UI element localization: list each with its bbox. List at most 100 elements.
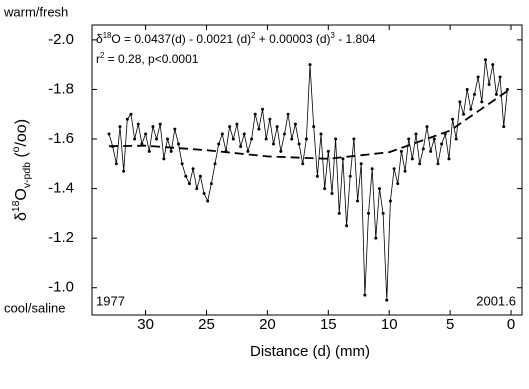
data-point: [399, 149, 403, 153]
y-tick-label: -1.8: [48, 80, 74, 97]
y-axis-label-part: δ: [13, 212, 30, 221]
data-point: [381, 211, 385, 215]
data-point: [458, 100, 462, 104]
data-point: [114, 162, 118, 166]
data-point: [297, 142, 301, 146]
data-point: [352, 137, 356, 141]
x-tick-label: 15: [320, 316, 337, 333]
data-point: [370, 167, 374, 171]
data-point: [140, 142, 144, 146]
data-point: [195, 187, 199, 191]
equation-part: 3: [331, 31, 335, 40]
data-point: [147, 149, 151, 153]
data-point: [326, 149, 330, 153]
data-point: [282, 132, 286, 136]
data-point: [472, 92, 476, 96]
stats-part: 2: [100, 51, 104, 60]
y-axis-label-part: v-pdb: [22, 162, 33, 188]
stats-part: = 0.28, p<0.0001: [104, 52, 198, 66]
data-point: [308, 63, 312, 67]
data-point: [293, 122, 297, 126]
data-point: [483, 58, 487, 62]
data-point: [144, 132, 148, 136]
data-point: [502, 125, 506, 129]
data-point: [228, 125, 232, 129]
data-point: [396, 182, 400, 186]
data-point: [213, 162, 217, 166]
x-tick-label: 10: [381, 316, 398, 333]
data-point: [345, 224, 349, 228]
data-point: [250, 137, 254, 141]
data-point: [246, 149, 250, 153]
y-tick-label: -1.2: [48, 229, 74, 246]
data-point: [410, 157, 414, 161]
data-point: [187, 182, 191, 186]
data-point: [356, 199, 360, 203]
data-point: [418, 162, 422, 166]
data-point: [505, 87, 509, 91]
data-point: [206, 199, 210, 203]
trend-line: [109, 87, 512, 160]
data-point: [268, 117, 272, 121]
y-tick-label: -1.6: [48, 130, 74, 147]
data-point: [476, 75, 480, 79]
top-label: warm/fresh: [3, 4, 68, 19]
data-point: [403, 169, 407, 173]
data-point: [198, 174, 202, 178]
data-point: [286, 112, 290, 116]
x-tick-label: 0: [507, 316, 515, 333]
data-point: [462, 112, 466, 116]
data-point: [155, 137, 159, 141]
data-point: [122, 169, 126, 173]
end-label: 2001.6: [476, 293, 516, 308]
data-point: [279, 149, 283, 153]
data-point: [242, 132, 246, 136]
data-point: [392, 167, 396, 171]
data-point: [176, 142, 180, 146]
data-point: [494, 92, 498, 96]
data-point: [429, 149, 433, 153]
y-axis-label: δ18Ov-pdb (o/oo): [11, 119, 33, 221]
data-point: [107, 132, 111, 136]
x-tick-label: 30: [137, 316, 154, 333]
data-point: [323, 187, 327, 191]
data-point: [312, 125, 316, 129]
data-point: [264, 137, 268, 141]
equation-part: + 0.00003 (d): [255, 32, 330, 46]
data-point: [498, 75, 502, 79]
data-point: [136, 122, 140, 126]
data-point: [301, 162, 305, 166]
data-point: [491, 63, 495, 67]
data-point: [469, 107, 473, 111]
data-point: [348, 174, 352, 178]
y-axis-label-part: o: [11, 146, 22, 152]
equation-part: 18: [103, 31, 112, 40]
data-point: [432, 137, 436, 141]
x-axis-label: Distance (d) (mm): [250, 343, 370, 360]
data-line: [108, 59, 508, 301]
y-axis-label-part: (: [13, 152, 30, 162]
equation-part: δ: [96, 32, 103, 46]
data-point: [440, 142, 444, 146]
data-point: [275, 125, 279, 129]
data-point: [425, 125, 429, 129]
data-point: [421, 147, 425, 151]
data-point: [224, 149, 228, 153]
start-label: 1977: [96, 293, 125, 308]
data-point: [272, 142, 276, 146]
data-point: [173, 127, 177, 131]
equation-part: O = 0.0437(d) - 0.0021 (d): [111, 32, 251, 46]
data-point: [235, 122, 239, 126]
data-point: [334, 137, 338, 141]
data-point: [359, 162, 363, 166]
plot-frame: [91, 24, 523, 316]
y-tick-label: -1.0: [48, 279, 74, 296]
data-point: [180, 162, 184, 166]
data-point: [447, 157, 451, 161]
x-tick-label: 25: [198, 316, 215, 333]
data-point: [169, 149, 173, 153]
data-point: [330, 192, 334, 196]
data-point: [337, 211, 341, 215]
data-point: [377, 187, 381, 191]
data-point: [315, 174, 319, 178]
